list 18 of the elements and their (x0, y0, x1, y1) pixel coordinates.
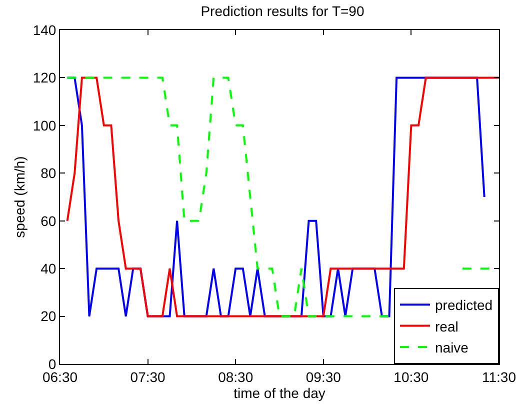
x-tick-label: 11:30 (482, 368, 516, 385)
x-tick-label: 08:30 (218, 368, 254, 385)
y-tick-label: 40 (40, 260, 56, 276)
y-tick-label: 80 (40, 165, 56, 182)
chart-title: Prediction results for T=90 (200, 2, 364, 19)
x-tick-label: 07:30 (130, 368, 166, 385)
y-tick-label: 140 (32, 22, 56, 38)
y-tick-label: 20 (40, 308, 56, 324)
x-axis-title: time of the day (234, 384, 326, 401)
y-tick-label: 120 (32, 70, 56, 86)
y-tick-label: 60 (40, 212, 56, 229)
y-axis-title: speed (km/h) (11, 156, 28, 238)
x-tick-label: 09:30 (306, 368, 342, 385)
legend-label: real (435, 318, 458, 334)
x-tick-label: 10:30 (394, 368, 429, 385)
y-tick-label: 100 (32, 117, 56, 134)
legend-label: naive (435, 339, 469, 356)
legend-label: predicted (435, 297, 493, 314)
